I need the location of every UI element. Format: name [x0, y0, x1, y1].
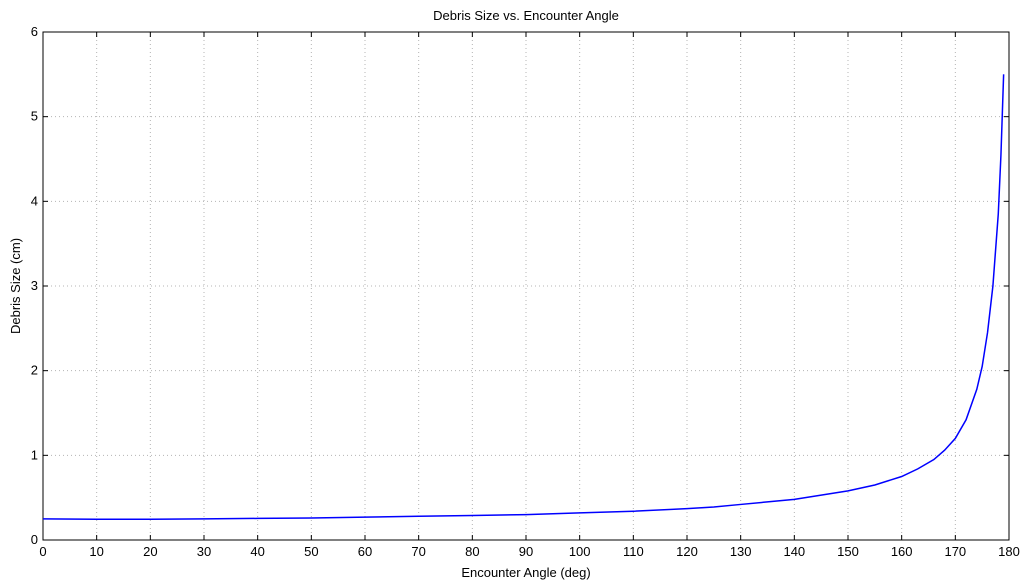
x-tick-label: 120: [676, 544, 698, 559]
plot-area-frame: [42, 31, 1010, 541]
x-tick-label: 60: [358, 544, 372, 559]
y-tick-labels: 0 1 2 3 4 5 6: [31, 24, 38, 547]
x-tick-label: 180: [998, 544, 1020, 559]
x-tick-label: 170: [944, 544, 966, 559]
chart-title: Debris Size vs. Encounter Angle: [433, 8, 619, 23]
x-tick-label: 100: [569, 544, 591, 559]
x-tick-label: 40: [250, 544, 264, 559]
x-tick-label: 90: [519, 544, 533, 559]
y-tick-label: 4: [31, 193, 38, 208]
y-tick-label: 6: [31, 24, 38, 39]
x-tick-label: 150: [837, 544, 859, 559]
x-axis-title: Encounter Angle (deg): [461, 565, 590, 580]
x-tick-label: 20: [143, 544, 157, 559]
x-tick-label: 160: [891, 544, 913, 559]
x-tick-label: 50: [304, 544, 318, 559]
x-tick-label: 110: [623, 544, 644, 559]
x-tick-label: 70: [411, 544, 425, 559]
y-tick-label: 0: [31, 532, 38, 547]
y-tick-label: 3: [31, 278, 38, 293]
x-tick-label: 140: [783, 544, 805, 559]
x-tick-label: 0: [39, 544, 46, 559]
grid: [43, 32, 1009, 540]
x-tick-labels: 0 10 20 30 40 50 60 70 80 90 100 110 120 130 140 150 160…: [39, 544, 1019, 559]
x-tick-label: 130: [730, 544, 752, 559]
y-axis-title: Debris Size (cm): [8, 238, 23, 334]
x-tick-label: 10: [89, 544, 103, 559]
y-tick-label: 2: [31, 363, 38, 378]
y-tick-label: 5: [31, 109, 38, 124]
y-tick-label: 1: [31, 447, 38, 462]
x-tick-label: 80: [465, 544, 479, 559]
series-line: [42, 74, 1005, 521]
x-tick-label: 30: [197, 544, 211, 559]
